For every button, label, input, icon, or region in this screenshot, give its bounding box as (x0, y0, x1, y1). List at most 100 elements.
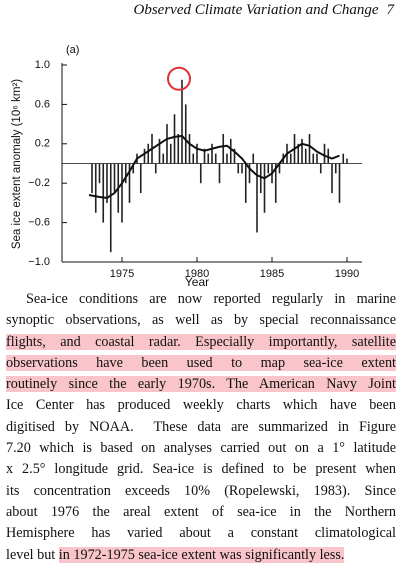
text: digitised by NOAA. These data are summar… (6, 418, 396, 435)
bar (196, 143, 198, 164)
bar (128, 163, 131, 203)
bar (256, 163, 258, 233)
bar (229, 138, 232, 164)
bar (181, 79, 183, 164)
x-tick-label: 1990 (335, 268, 359, 280)
highlighted-text: flights, and coastal radar. Especially i… (6, 333, 396, 350)
bar (143, 148, 146, 164)
y-tick-label: 0.6 (35, 98, 50, 110)
bar (346, 158, 348, 164)
body-text: Sea-ice conditions are now reported regu… (6, 289, 396, 566)
bar (173, 114, 176, 164)
bar (214, 153, 217, 164)
panel-label: (a) (66, 44, 79, 56)
bar (121, 163, 123, 223)
text-line: about 1976 the areal extent of sea-ice i… (6, 502, 396, 523)
bar (177, 133, 180, 164)
text-line: 7.20 which is based on analyses carried … (6, 438, 396, 459)
smoothed-line (88, 134, 340, 200)
x-tick-label: 1980 (185, 268, 209, 280)
bar (147, 143, 150, 164)
bar (139, 163, 142, 194)
text-line: Sea-ice conditions are now reported regu… (6, 289, 396, 310)
bar (188, 133, 191, 164)
highlighted-text: observations have been used to map sea-i… (6, 354, 396, 371)
y-axis-label: Sea ice extent anomaly (10⁶ km²) (11, 79, 23, 249)
bar (169, 143, 172, 164)
header-title: Observed Climate Variation and Change (133, 2, 379, 18)
x-axis-label: Year (185, 275, 209, 286)
x-tick-label: 1985 (260, 268, 284, 280)
y-tick-label: −1.0 (28, 256, 50, 268)
text: 7.20 which is based on analyses carried … (6, 440, 396, 457)
text: about 1976 the areal extent of sea-ice i… (6, 503, 396, 520)
text: its concentration exceeds 10% (Ropelewsk… (6, 482, 396, 499)
bar (199, 163, 202, 184)
bar (308, 133, 311, 164)
y-tick-label: 1.0 (35, 59, 50, 71)
bar (244, 163, 247, 203)
highlighted-text: routinely since the early 1970s. The Ame… (6, 376, 396, 393)
bar (233, 148, 236, 164)
text: level but (6, 546, 59, 563)
bar (211, 143, 213, 164)
text: Sea-ice conditions are now reported regu… (26, 291, 396, 307)
bar (338, 163, 341, 203)
y-tick-label: 0.2 (35, 138, 50, 150)
bar (259, 163, 262, 194)
text-line: Ice Center has produced weekly charts wh… (6, 395, 396, 416)
text: x 2.5° longitude grid. Sea-ice is define… (6, 461, 396, 478)
bar (166, 124, 168, 164)
bar (91, 163, 93, 194)
text: synoptic observations, as well as by spe… (6, 312, 396, 329)
bar (342, 153, 345, 164)
text-line: its concentration exceeds 10% (Ropelewsk… (6, 481, 396, 502)
text-line: routinely since the early 1970s. The Ame… (6, 374, 396, 395)
text-line: digitised by NOAA. These data are summar… (6, 417, 396, 438)
bar (334, 163, 337, 174)
highlighted-text: in 1972-1975 sea-ice extent was signific… (58, 546, 345, 563)
bar (316, 153, 318, 164)
text-line: observations have been used to map sea-i… (6, 353, 396, 374)
chart: (a) Year Sea ice extent anomaly (10⁶ km²… (11, 44, 362, 286)
bar (267, 163, 270, 174)
y-tick-label: −0.2 (28, 177, 50, 189)
text: Hemisphere has varied about a constant c… (6, 525, 396, 542)
x-tick-label: 1975 (110, 268, 134, 280)
bar (158, 138, 161, 164)
bar (218, 163, 221, 184)
bar (222, 133, 225, 164)
bar (113, 163, 116, 194)
bar (109, 163, 112, 253)
bar (274, 163, 277, 203)
bar (203, 148, 206, 164)
text: Ice Center has produced weekly charts wh… (6, 397, 396, 414)
bar (297, 143, 300, 164)
bar (312, 153, 315, 164)
bar (94, 163, 97, 213)
text-line: level but in 1972-1975 sea-ice extent wa… (6, 545, 396, 566)
bar (207, 153, 210, 164)
bar (319, 163, 322, 174)
bar (237, 163, 240, 174)
page-number: 7 (386, 2, 395, 18)
bar (132, 163, 135, 174)
running-header: Observed Climate Variation and Change 7 (134, 2, 394, 19)
bar (154, 163, 157, 174)
bar (162, 153, 165, 164)
bar (263, 163, 266, 213)
bar (331, 163, 333, 194)
bar (98, 163, 101, 184)
bar (278, 163, 281, 174)
text-line: x 2.5° longitude grid. Sea-ice is define… (6, 459, 396, 480)
y-tick-label: −0.6 (28, 217, 50, 229)
text-line: Hemisphere has varied about a constant c… (6, 523, 396, 544)
bar (226, 153, 228, 164)
text-line: flights, and coastal radar. Especially i… (6, 332, 396, 353)
bar (248, 163, 251, 184)
bar (106, 163, 108, 203)
bar (304, 148, 307, 164)
bar (301, 138, 303, 164)
bar (102, 163, 105, 223)
